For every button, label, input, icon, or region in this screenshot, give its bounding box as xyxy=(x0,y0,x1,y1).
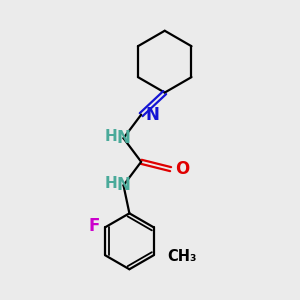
Text: CH₃: CH₃ xyxy=(167,249,196,264)
Text: N: N xyxy=(146,106,160,124)
Text: N: N xyxy=(117,176,130,194)
Text: H: H xyxy=(105,129,118,144)
Text: O: O xyxy=(175,160,189,178)
Text: H: H xyxy=(105,176,118,191)
Text: N: N xyxy=(117,129,130,147)
Text: F: F xyxy=(88,217,100,235)
